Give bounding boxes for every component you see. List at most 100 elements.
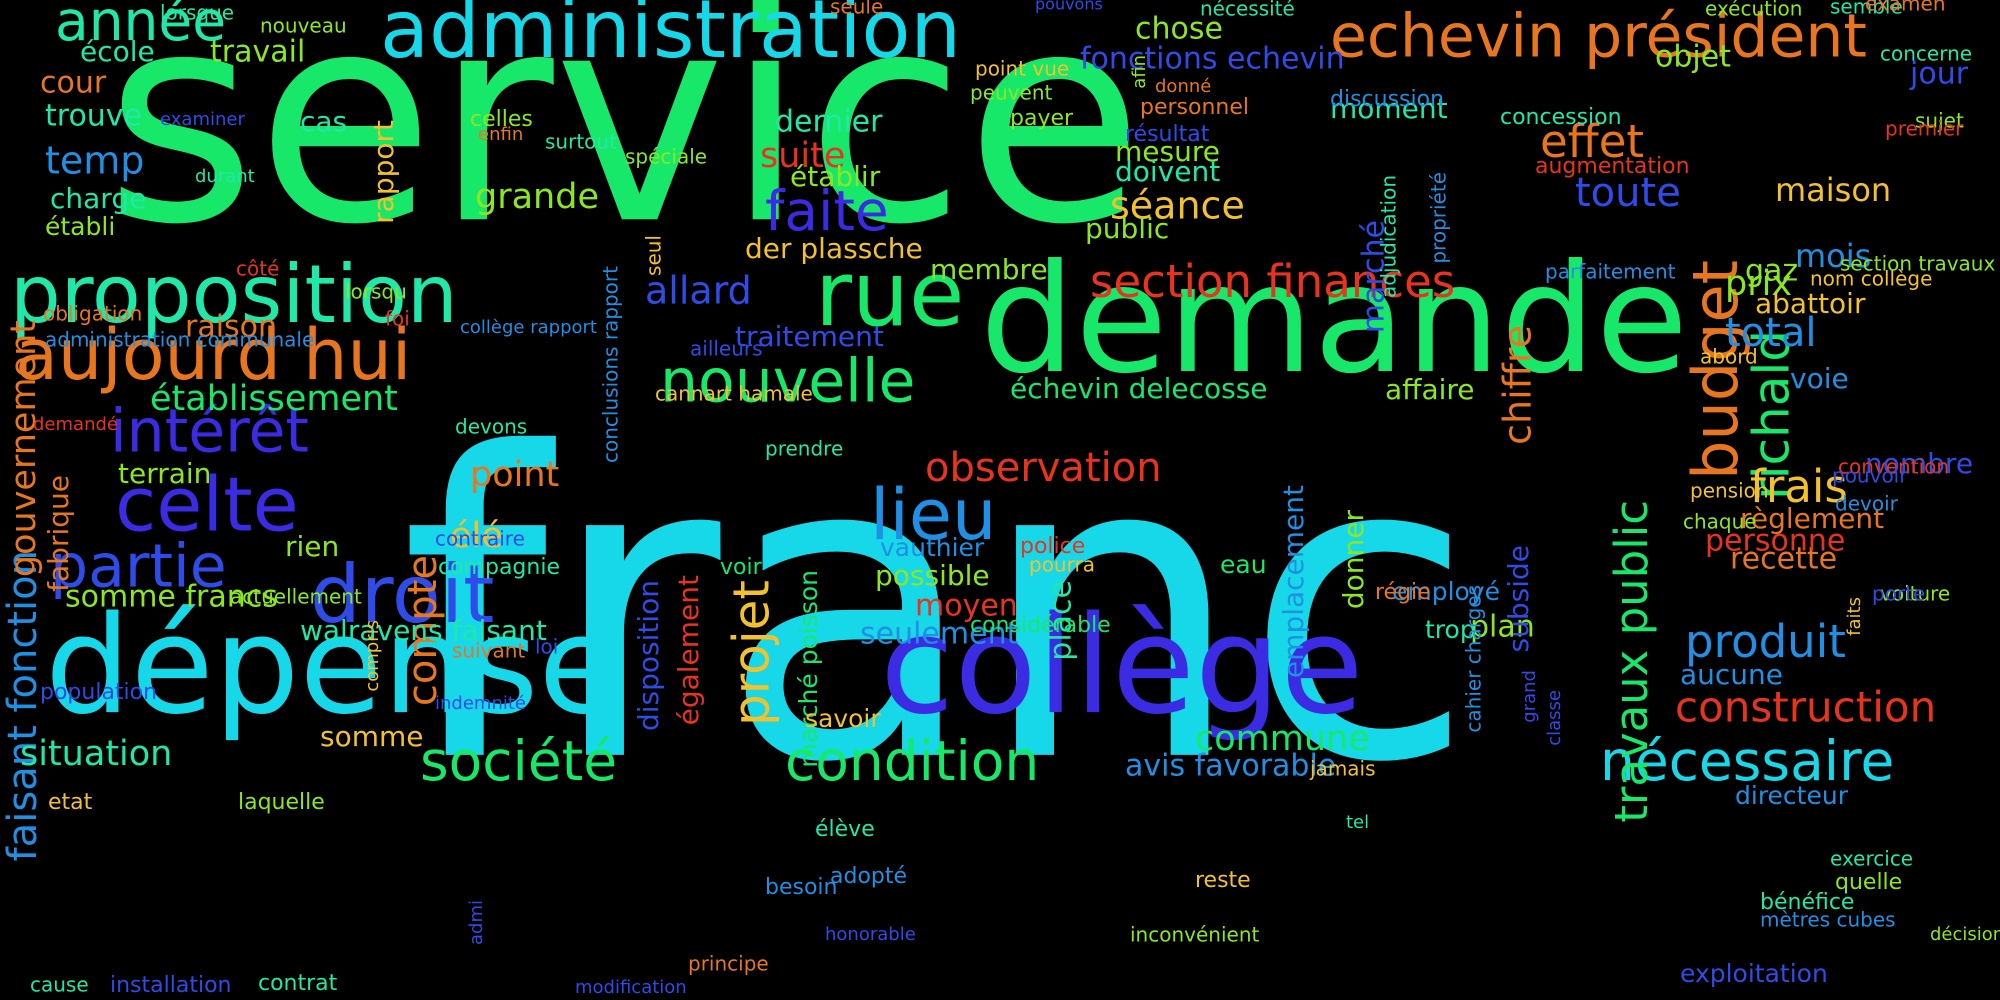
word-seul: seul — [642, 235, 666, 276]
word-savoir: savoir — [805, 704, 881, 733]
word-loi: loi — [535, 635, 558, 659]
word-ele: élé — [450, 516, 503, 556]
word-laquelle: laquelle — [238, 790, 325, 815]
word-nom-college: nom collège — [1810, 267, 1932, 291]
word-celte: celte — [115, 461, 299, 549]
word-afin: afin — [1129, 55, 1150, 89]
word-exploitation: exploitation — [1680, 959, 1828, 988]
word-faits: faits — [1844, 597, 1865, 636]
word-somme-francs: somme francs — [65, 580, 278, 615]
word-temp: temp — [45, 139, 144, 183]
word-semble: semble — [1830, 0, 1903, 19]
word-terrain: terrain — [118, 457, 211, 490]
word-cause: cause — [30, 973, 89, 997]
word-marche-poisson: marché poisson — [794, 570, 823, 768]
word-devons: devons — [455, 415, 527, 439]
word-compagnie: compagnie — [438, 555, 560, 580]
word-faisant-fonction: faisant fonction — [0, 550, 46, 861]
word-pourra: pourra — [1029, 553, 1095, 577]
word-suivant: suivant — [452, 639, 525, 663]
word-grand: grand — [1519, 670, 1540, 723]
word-chose: chose — [1135, 12, 1223, 47]
word-section-finances: section finances — [1090, 255, 1455, 308]
word-pouvoir: pouvoir — [1832, 464, 1908, 488]
word-foi: foi — [385, 307, 410, 331]
word-eau: eau — [1220, 550, 1267, 579]
word-condition: condition — [785, 729, 1039, 793]
word-celles: celles — [470, 107, 533, 132]
word-augmentation: augmentation — [1535, 154, 1690, 179]
word-trouve: trouve — [45, 99, 142, 134]
word-besoin: besoin — [765, 875, 837, 900]
word-admi: admi — [466, 900, 487, 945]
word-actuellement: actuellement — [230, 585, 362, 609]
word-college: collège — [880, 587, 1364, 744]
word-observation: observation — [925, 445, 1162, 491]
word-donne: donné — [1155, 76, 1211, 97]
word-public: public — [1085, 212, 1169, 245]
word-fabrique: fabrique — [42, 475, 75, 592]
word-objet: objet — [1655, 40, 1731, 75]
word-necessaire: nécessaire — [1600, 729, 1894, 793]
word-regie: régie — [1375, 580, 1431, 605]
word-rien: rien — [285, 530, 339, 563]
word-etablir: établir — [790, 160, 881, 193]
word-produit: produit — [1685, 615, 1846, 668]
word-tel: tel — [1346, 812, 1369, 833]
word-trop: trop — [1425, 615, 1476, 644]
word-benefice: bénéfice — [1760, 890, 1854, 915]
word-travaux-public: travaux public — [1605, 500, 1658, 823]
word-cahier-charges: cahier charges — [1462, 585, 1486, 733]
word-section-travaux: section travaux — [1840, 252, 1995, 276]
word-possible: possible — [875, 559, 990, 592]
word-point: point — [470, 455, 559, 495]
word-richald: richald — [1743, 330, 1801, 500]
word-somme: somme — [320, 720, 424, 753]
word-service: service — [105, 0, 1144, 288]
word-emplacement: emplacement — [1277, 485, 1310, 678]
word-prendre: prendre — [765, 437, 843, 461]
word-necessite: nécessité — [1200, 0, 1295, 21]
word-plan: plan — [1470, 610, 1535, 645]
word-disposition: disposition — [632, 580, 665, 731]
word-fonctions-echevin: fonctions echevin — [1080, 42, 1345, 77]
word-modification: modification — [575, 977, 687, 998]
word-frais: frais — [1750, 460, 1848, 513]
word-obligation: obligation — [43, 302, 142, 326]
word-mois: mois — [1795, 237, 1871, 275]
word-affaire: affaire — [1385, 373, 1475, 406]
word-nombre: nombre — [1865, 447, 1973, 480]
word-total: total — [1725, 310, 1816, 356]
word-police: police — [1020, 534, 1085, 559]
word-administration: administration — [380, 0, 961, 76]
word-devoir: devoir — [1835, 492, 1899, 516]
word-enfin: enfin — [478, 124, 523, 145]
word-discussion: discussion — [1330, 87, 1444, 112]
word-voie: voie — [1790, 362, 1849, 395]
word-concession: concession — [1500, 105, 1622, 130]
word-durant: durant — [195, 166, 255, 187]
word-interet: intérêt — [110, 397, 309, 467]
word-cas: cas — [300, 105, 347, 138]
word-commune: commune — [1195, 719, 1370, 759]
word-projet: projet — [723, 580, 781, 726]
word-aujourd-hui: aujourd hui — [15, 314, 411, 396]
word-nouvelle: nouvelle — [660, 347, 915, 417]
word-membre: membre — [930, 253, 1048, 286]
word-population: population — [40, 680, 157, 705]
word-doivent: doivent — [1115, 155, 1220, 188]
word-examen: examen — [1865, 0, 1946, 16]
word-moment: moment — [1330, 92, 1448, 125]
word-suite: suite — [760, 136, 845, 176]
word-recette: recette — [1730, 542, 1837, 577]
word-chiffre: chiffre — [1496, 325, 1540, 445]
word-lieu: lieu — [870, 474, 996, 556]
word-convention: convention — [1838, 455, 1949, 479]
word-vauthier: vauthier — [880, 533, 985, 562]
word-pouvons: pouvons — [1035, 0, 1103, 14]
word-donner: donner — [1337, 510, 1370, 610]
word-premier: premier — [1885, 117, 1964, 141]
word-examiner: examiner — [160, 109, 245, 130]
